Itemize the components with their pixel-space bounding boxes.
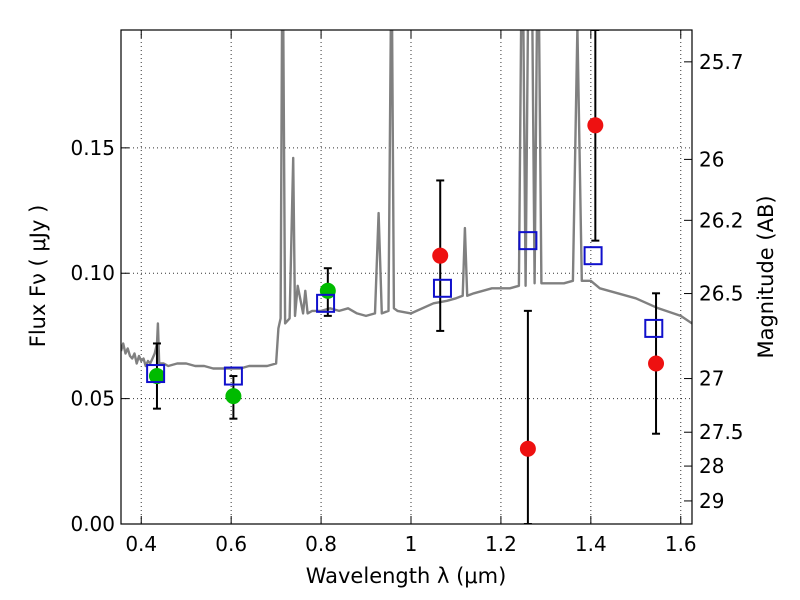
red-data-point (587, 117, 604, 134)
model-square-point (432, 278, 452, 298)
y-tick-label: 0.15 (70, 136, 115, 160)
model-square-point (223, 366, 243, 386)
y2-tick-label: 26 (699, 147, 724, 171)
y2-tick-label: 26.5 (699, 282, 744, 306)
x-axis-label: Wavelength λ (μm) (306, 564, 507, 588)
y-tick-label: 0.05 (70, 387, 115, 411)
x-tick-label: 1.4 (575, 532, 607, 556)
model-square-point (146, 364, 166, 384)
model-square-point (518, 231, 538, 251)
x-tick-label: 0.6 (215, 532, 247, 556)
red-data-point (648, 355, 665, 372)
x-tick-label: 0.4 (125, 532, 157, 556)
red-data-point (432, 247, 449, 264)
red-data-point (519, 440, 536, 457)
y2-tick-label: 27 (699, 367, 724, 391)
model-square-point (583, 246, 603, 266)
x-tick-label: 1 (405, 532, 418, 556)
model-square-point (644, 318, 664, 338)
spectrum-line (121, 30, 692, 370)
axes-ticks: 0.4 0.6 0.8 1 1.2 1.4 1.6 0.00 0.05 0.10 0.15 25.7 2… (70, 30, 744, 556)
green-data-point (225, 388, 242, 405)
x-tick-label: 1.6 (665, 532, 697, 556)
y-tick-label: 0.00 (70, 512, 115, 536)
plot-frame (120, 29, 693, 525)
y2-tick-label: 29 (699, 489, 724, 513)
y2-tick-label: 25.7 (699, 50, 744, 74)
x-tick-label: 0.8 (305, 532, 337, 556)
model-square-point (316, 293, 336, 313)
plot-area (121, 30, 692, 524)
y-tick-label: 0.10 (70, 261, 115, 285)
y2-tick-label: 27.5 (699, 420, 744, 444)
grid-layer (121, 30, 692, 525)
green-data-point (319, 282, 336, 299)
y-axis-label: Flux Fν ( μJy ) (26, 205, 50, 348)
y2-tick-label: 28 (699, 454, 724, 478)
x-tick-label: 1.2 (485, 532, 517, 556)
y2-tick-label: 26.2 (699, 208, 744, 232)
y2-axis-label: Magnitude (AB) (754, 195, 778, 358)
